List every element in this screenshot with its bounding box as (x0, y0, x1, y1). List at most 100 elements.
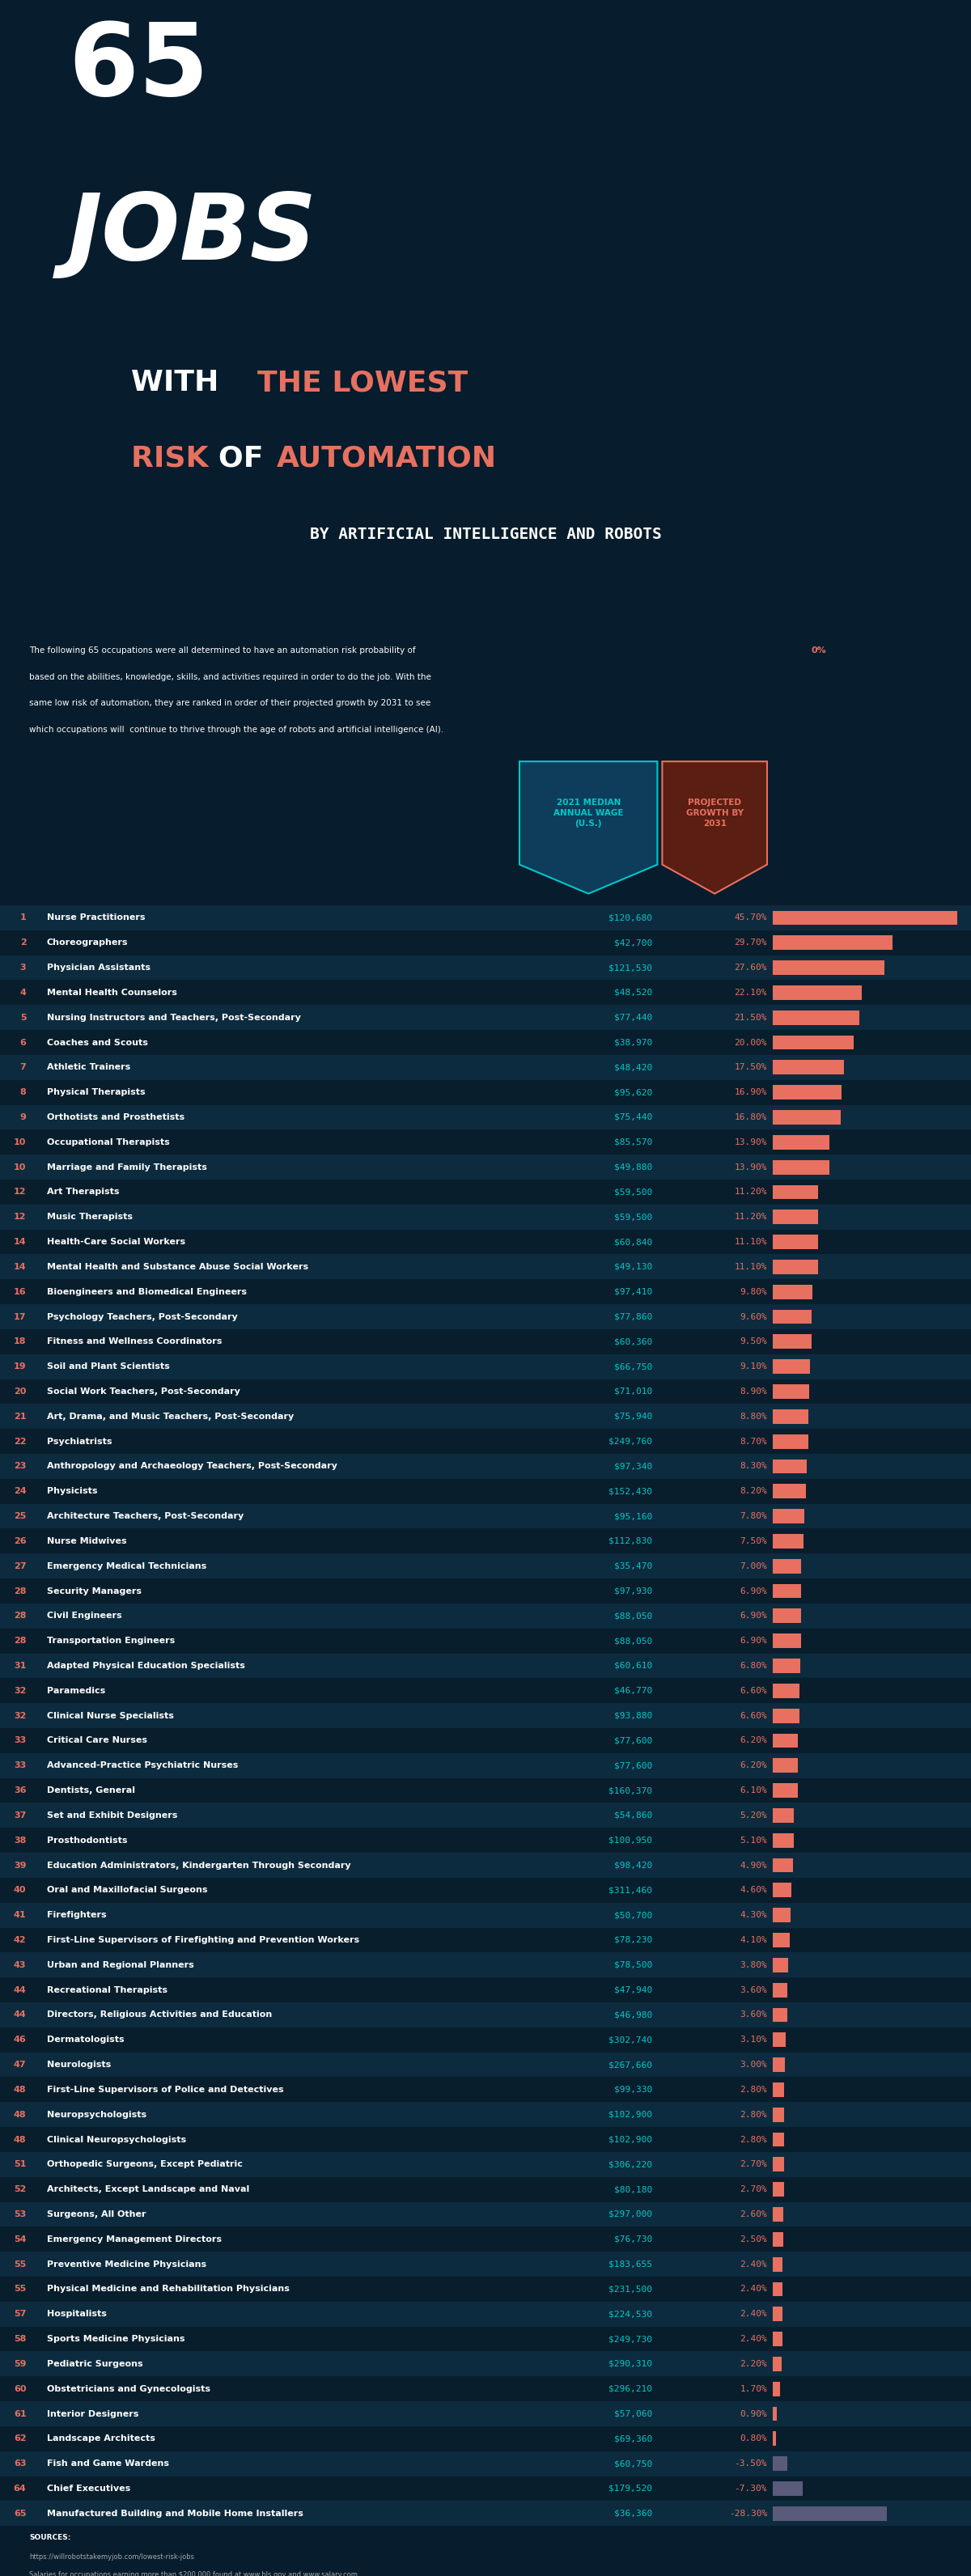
Bar (773, 1783, 797, 1798)
Text: Music Therapists: Music Therapists (47, 1213, 132, 1221)
Bar (0, 1978, 971, 2002)
Bar (773, 1759, 798, 1772)
Text: 16: 16 (14, 1288, 26, 1296)
Text: $102,900: $102,900 (609, 2136, 653, 2143)
Text: 25: 25 (14, 1512, 26, 1520)
Bar (0, 2401, 971, 2427)
Text: https://willrobotstakemyjob.com/lowest-risk-jobs: https://willrobotstakemyjob.com/lowest-r… (29, 2553, 194, 2561)
Text: 22.10%: 22.10% (734, 989, 767, 997)
Text: Art Therapists: Art Therapists (47, 1188, 119, 1195)
Text: $54,860: $54,860 (615, 1811, 653, 1819)
Bar (0, 1131, 971, 1154)
Bar (0, 1878, 971, 1904)
Text: 6.60%: 6.60% (740, 1710, 767, 1721)
Text: Neuropsychologists: Neuropsychologists (47, 2110, 147, 2117)
Bar (0, 1728, 971, 1754)
Text: 6.10%: 6.10% (740, 1785, 767, 1795)
Text: 37: 37 (14, 1811, 26, 1819)
Text: $77,600: $77,600 (615, 1762, 653, 1770)
Text: 14: 14 (14, 1262, 26, 1270)
Text: $306,220: $306,220 (609, 2161, 653, 2169)
Bar (0, 2202, 971, 2226)
Text: WITH: WITH (131, 368, 229, 397)
Text: 2.40%: 2.40% (740, 2285, 767, 2293)
Text: 17: 17 (14, 1314, 26, 1321)
Text: 0.80%: 0.80% (740, 2434, 767, 2442)
Text: 1.70%: 1.70% (740, 2385, 767, 2393)
Text: Obstetricians and Gynecologists: Obstetricians and Gynecologists (47, 2385, 210, 2393)
Bar (0, 1255, 971, 1280)
Bar (0, 1777, 971, 1803)
Bar (773, 1558, 801, 1574)
Text: 3.10%: 3.10% (740, 2035, 767, 2043)
Text: Bioengineers and Biomedical Engineers: Bioengineers and Biomedical Engineers (47, 1288, 247, 1296)
Text: Recreational Therapists: Recreational Therapists (47, 1986, 167, 1994)
Bar (773, 2331, 783, 2347)
Text: 7.00%: 7.00% (740, 1561, 767, 1571)
Bar (773, 1334, 811, 1350)
Text: $77,600: $77,600 (615, 1736, 653, 1744)
Text: same low risk of automation, they are ranked in order of their projected growth : same low risk of automation, they are ra… (29, 698, 431, 708)
Text: PROJECTED
GROWTH BY
2031: PROJECTED GROWTH BY 2031 (686, 799, 744, 827)
Text: Nurse Midwives: Nurse Midwives (47, 1538, 126, 1546)
Bar (0, 979, 971, 1005)
Text: $95,160: $95,160 (615, 1512, 653, 1520)
Text: Dermatologists: Dermatologists (47, 2035, 124, 2043)
Bar (773, 1383, 809, 1399)
Text: $49,130: $49,130 (615, 1262, 653, 1270)
Text: 11.10%: 11.10% (734, 1262, 767, 1270)
Text: 41: 41 (14, 1911, 26, 1919)
Bar (0, 1154, 971, 1180)
Text: 23: 23 (14, 1463, 26, 1471)
Text: $77,860: $77,860 (615, 1314, 653, 1321)
Text: 29.70%: 29.70% (734, 938, 767, 948)
Bar (773, 2231, 783, 2246)
Bar (0, 1030, 971, 1056)
Text: Art, Drama, and Music Teachers, Post-Secondary: Art, Drama, and Music Teachers, Post-Sec… (47, 1412, 293, 1419)
Bar (773, 2481, 802, 2496)
Text: Social Work Teachers, Post-Secondary: Social Work Teachers, Post-Secondary (47, 1388, 240, 1396)
Text: Prosthodontists: Prosthodontists (47, 1837, 127, 1844)
Text: 11.20%: 11.20% (734, 1188, 767, 1195)
Text: $60,610: $60,610 (615, 1662, 653, 1669)
Text: $95,620: $95,620 (615, 1087, 653, 1097)
Bar (0, 2002, 971, 2027)
Text: $50,700: $50,700 (615, 1911, 653, 1919)
Text: $160,370: $160,370 (609, 1785, 653, 1795)
Text: Surgeons, All Other: Surgeons, All Other (47, 2210, 146, 2218)
Text: $93,880: $93,880 (615, 1710, 653, 1721)
Bar (0, 1553, 971, 1579)
Text: 45.70%: 45.70% (734, 914, 767, 922)
Text: 48: 48 (14, 2136, 26, 2143)
Text: 6.80%: 6.80% (740, 1662, 767, 1669)
Bar (0, 1079, 971, 1105)
Text: $249,730: $249,730 (609, 2334, 653, 2344)
Bar (0, 2053, 971, 2076)
Bar (773, 1360, 810, 1373)
Text: 48: 48 (14, 2110, 26, 2117)
Bar (773, 1685, 799, 1698)
Text: 2.80%: 2.80% (740, 2087, 767, 2094)
Bar (773, 1110, 841, 1126)
Bar (0, 1754, 971, 1777)
Text: 3.60%: 3.60% (740, 1986, 767, 1994)
Text: The following 65 occupations were all determined to have an automation risk prob: The following 65 occupations were all de… (29, 647, 419, 654)
Text: Interior Designers: Interior Designers (47, 2409, 138, 2419)
Bar (773, 2032, 786, 2048)
Text: $60,840: $60,840 (615, 1239, 653, 1247)
Text: Transportation Engineers: Transportation Engineers (47, 1636, 175, 1646)
Text: Adapted Physical Education Specialists: Adapted Physical Education Specialists (47, 1662, 245, 1669)
Bar (773, 2156, 784, 2172)
Bar (773, 1285, 813, 1298)
Text: 2.40%: 2.40% (740, 2311, 767, 2318)
Text: 20: 20 (14, 1388, 26, 1396)
Polygon shape (519, 762, 657, 894)
Text: 52: 52 (14, 2184, 26, 2192)
Text: 17.50%: 17.50% (734, 1064, 767, 1072)
Text: $49,880: $49,880 (615, 1164, 653, 1172)
Bar (0, 1453, 971, 1479)
Bar (773, 2432, 776, 2447)
Polygon shape (662, 762, 767, 894)
Text: Marriage and Family Therapists: Marriage and Family Therapists (47, 1164, 207, 1172)
Bar (773, 1734, 798, 1749)
